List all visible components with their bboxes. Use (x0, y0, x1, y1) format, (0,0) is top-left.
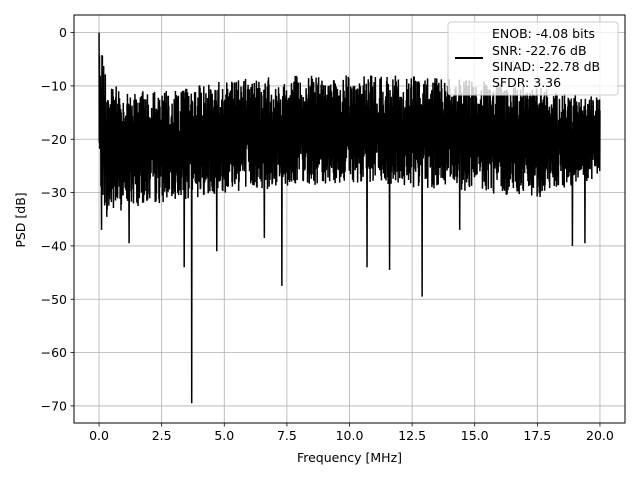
ticks-layer: 0.0 2.5 5.0 7.5 10.0 12.5 15.0 17.5 20.0 0 −10 −20 −… (41, 25, 614, 443)
y-tick-label: −60 (41, 345, 67, 360)
y-tick-label: −50 (41, 292, 67, 307)
y-tick-label: −40 (41, 238, 67, 253)
legend-box (447, 21, 619, 96)
psd-series-line (98, 32, 601, 404)
x-tick-label: 2.5 (152, 428, 172, 443)
x-tick-label: 10.0 (336, 428, 364, 443)
series-layer (98, 32, 601, 404)
x-tick-label: 7.5 (277, 428, 297, 443)
y-tick-label: 0 (59, 25, 67, 40)
legend-entry-enob: ENOB: -4.08 bits (492, 26, 595, 41)
x-tick-label: 20.0 (586, 428, 614, 443)
y-tick-label: −10 (41, 78, 67, 93)
y-tick-label: −20 (41, 132, 67, 147)
x-tick-label: 0.0 (89, 428, 109, 443)
x-tick-label: 15.0 (461, 428, 489, 443)
x-tick-label: 5.0 (214, 428, 234, 443)
x-tick-label: 17.5 (523, 428, 551, 443)
y-tick-label: −30 (41, 185, 67, 200)
legend-entry-sinad: SINAD: -22.78 dB (492, 59, 600, 74)
legend-entry-sfdr: SFDR: 3.36 (492, 75, 561, 90)
y-tick-label: −70 (41, 398, 67, 413)
x-tick-label: 12.5 (398, 428, 426, 443)
legend-entry-snr: SNR: -22.76 dB (492, 43, 587, 58)
x-axis-label: Frequency [MHz] (297, 450, 402, 465)
legend: ENOB: -4.08 bits SNR: -22.76 dB SINAD: -… (447, 21, 619, 96)
y-axis-label: PSD [dB] (13, 192, 28, 247)
